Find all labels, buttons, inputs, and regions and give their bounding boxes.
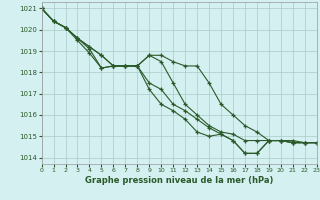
X-axis label: Graphe pression niveau de la mer (hPa): Graphe pression niveau de la mer (hPa)	[85, 176, 273, 185]
